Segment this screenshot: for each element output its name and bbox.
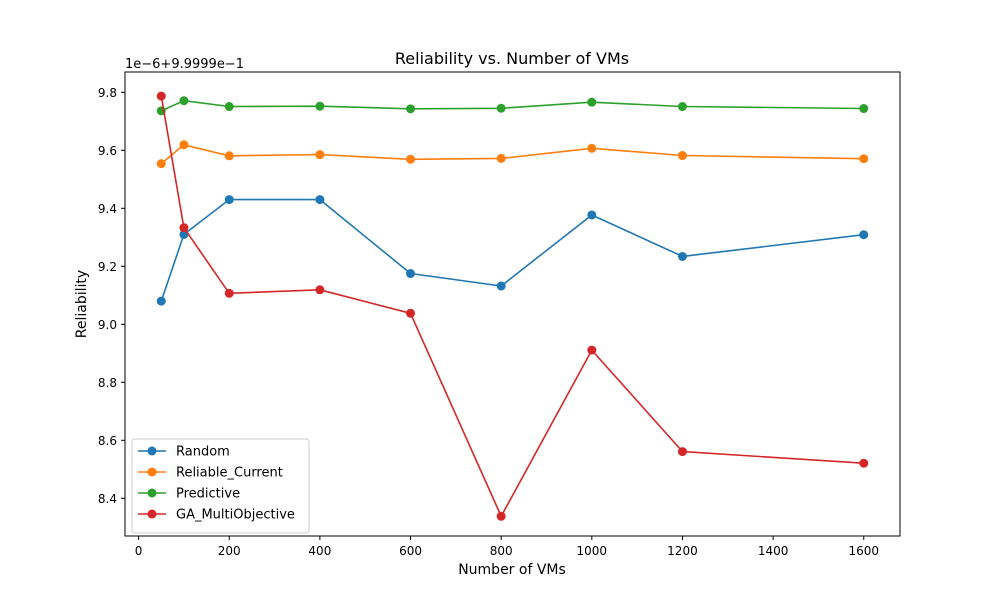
legend-label-reliable-current: Reliable_Current	[176, 466, 283, 481]
x-tick-label: 800	[490, 544, 513, 558]
data-point-random	[315, 195, 325, 205]
data-point-random	[496, 281, 506, 291]
data-point-predictive	[179, 96, 189, 106]
y-offset-label: 1e−6+9.9999e−1	[125, 57, 244, 72]
data-point-reliable-current	[224, 151, 234, 161]
data-point-predictive	[406, 104, 416, 114]
legend: Random Reliable_Current Predictive GA_Multi…	[131, 438, 310, 534]
data-point-random	[587, 210, 597, 220]
data-point-reliable-current	[496, 153, 506, 163]
data-point-ga-multiobjective	[224, 288, 234, 298]
y-tick-label: 9.0	[98, 318, 117, 332]
x-tick-label: 1600	[848, 544, 879, 558]
legend-label-predictive: Predictive	[176, 487, 240, 502]
data-point-ga-multiobjective	[315, 285, 325, 295]
data-point-reliable-current	[677, 151, 687, 161]
data-point-ga-multiobjective	[406, 308, 416, 318]
x-tick-label: 0	[135, 544, 143, 558]
data-point-predictive	[859, 104, 869, 114]
x-tick-label: 1200	[667, 544, 698, 558]
data-point-predictive	[496, 103, 506, 113]
data-point-ga-multiobjective	[179, 223, 189, 233]
y-tick-label: 9.2	[98, 260, 117, 274]
data-point-predictive	[224, 102, 234, 112]
y-tick-label: 8.8	[98, 376, 117, 390]
data-point-ga-multiobjective	[496, 511, 506, 521]
data-point-random	[156, 296, 166, 306]
data-point-random	[224, 195, 234, 205]
x-tick-label: 200	[218, 544, 241, 558]
data-point-random	[677, 251, 687, 261]
data-point-reliable-current	[859, 154, 869, 164]
legend-marker-ga-multiobjective	[147, 509, 157, 519]
data-point-ga-multiobjective	[859, 458, 869, 468]
y-tick-label: 8.6	[98, 434, 117, 448]
data-point-predictive	[587, 97, 597, 107]
plot-frame	[124, 71, 901, 537]
legend-marker-reliable-current	[147, 467, 157, 477]
legend-marker-predictive	[147, 488, 157, 498]
axis-ticks: 0 200 400 600 800 1000 1200 1400 1600 8.4 8.6 8.8 9.…	[98, 86, 879, 558]
data-point-reliable-current	[156, 159, 166, 169]
data-point-ga-multiobjective	[587, 345, 597, 355]
y-axis-label: Reliability	[74, 270, 90, 338]
x-tick-label: 400	[308, 544, 331, 558]
x-tick-label: 1000	[577, 544, 608, 558]
data-point-random	[859, 230, 869, 240]
data-point-reliable-current	[587, 143, 597, 153]
legend-label-ga-multiobjective: GA_MultiObjective	[176, 508, 295, 523]
data-point-reliable-current	[406, 154, 416, 164]
y-tick-label: 9.8	[98, 86, 117, 100]
data-point-predictive	[677, 102, 687, 112]
data-point-predictive	[315, 101, 325, 111]
x-tick-label: 600	[399, 544, 422, 558]
x-tick-label: 1400	[758, 544, 789, 558]
legend-label-random: Random	[176, 445, 230, 460]
data-point-reliable-current	[179, 140, 189, 150]
y-tick-label: 9.4	[98, 202, 117, 216]
data-point-reliable-current	[315, 150, 325, 160]
data-point-ga-multiobjective	[677, 447, 687, 457]
data-point-ga-multiobjective	[156, 91, 166, 101]
legend-box	[131, 438, 310, 534]
x-axis-label: Number of VMs	[458, 562, 566, 578]
chart-title: Reliability vs. Number of VMs	[395, 49, 629, 68]
series-layer	[156, 91, 869, 521]
legend-marker-random	[147, 446, 157, 456]
y-tick-label: 8.4	[98, 492, 117, 506]
data-point-random	[406, 269, 416, 279]
y-tick-label: 9.6	[98, 144, 117, 158]
